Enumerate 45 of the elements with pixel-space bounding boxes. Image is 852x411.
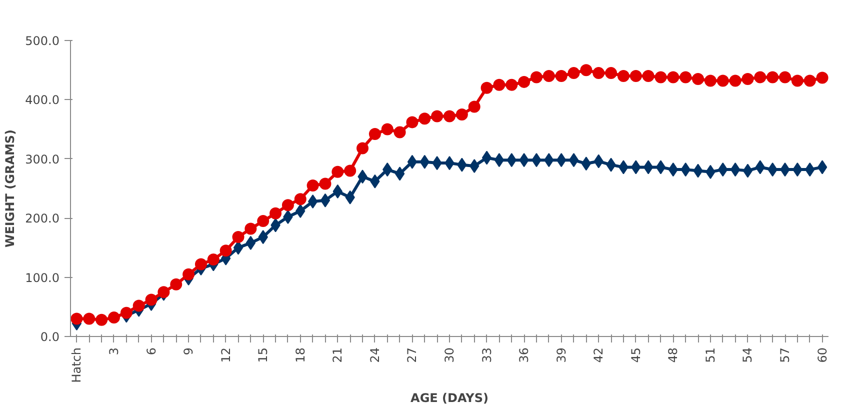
point xyxy=(656,160,666,174)
x-tick-label: 33 xyxy=(480,347,494,363)
x-tick-label: 15 xyxy=(256,347,270,363)
point xyxy=(568,153,579,168)
y-tick-label: 200.0 xyxy=(25,212,60,226)
point xyxy=(308,194,318,209)
x-tick-label: 18 xyxy=(293,347,308,363)
x-tick-label: 3 xyxy=(106,347,121,356)
point xyxy=(668,162,678,177)
point xyxy=(482,150,492,165)
y-tick-label: 0.0 xyxy=(40,330,60,344)
x-tick-label: 21 xyxy=(330,347,345,363)
x-tick-label: 57 xyxy=(778,347,792,363)
point xyxy=(246,236,256,250)
point xyxy=(320,193,330,208)
x-tick-label: 51 xyxy=(703,347,718,363)
point xyxy=(742,164,753,178)
point xyxy=(817,160,828,174)
point xyxy=(394,166,405,181)
x-tick-label: 30 xyxy=(442,347,456,363)
x-tick-label: 54 xyxy=(740,347,755,363)
x-tick-label: 45 xyxy=(628,347,643,363)
x-axis-title: AGE (DAYS) xyxy=(410,390,488,405)
x-tick-label: 6 xyxy=(144,347,158,356)
point xyxy=(233,240,244,255)
x-tick-label: 36 xyxy=(517,347,532,363)
x-tick-label: 24 xyxy=(368,347,382,363)
x-tick-label: 60 xyxy=(815,347,830,363)
point xyxy=(494,153,504,168)
x-tick-label: 27 xyxy=(405,347,420,363)
x-tick-label: 48 xyxy=(666,347,680,363)
y-tick-label: 400.0 xyxy=(25,93,60,108)
x-tick-label: 42 xyxy=(592,347,606,363)
y-tick-label: 500.0 xyxy=(25,34,60,48)
x-tick-label: 39 xyxy=(554,347,568,363)
point xyxy=(643,160,654,174)
x-tick-label: Hatch xyxy=(70,347,84,383)
y-axis-title: WEIGHT (GRAMS) xyxy=(3,129,18,248)
point xyxy=(407,154,418,169)
y-tick-label: 300.0 xyxy=(25,152,60,166)
y-tick-label: 100.0 xyxy=(25,270,60,285)
x-tick-label: 12 xyxy=(218,347,233,363)
point xyxy=(730,162,740,177)
point xyxy=(581,156,592,171)
x-tick-label: 9 xyxy=(182,347,196,356)
